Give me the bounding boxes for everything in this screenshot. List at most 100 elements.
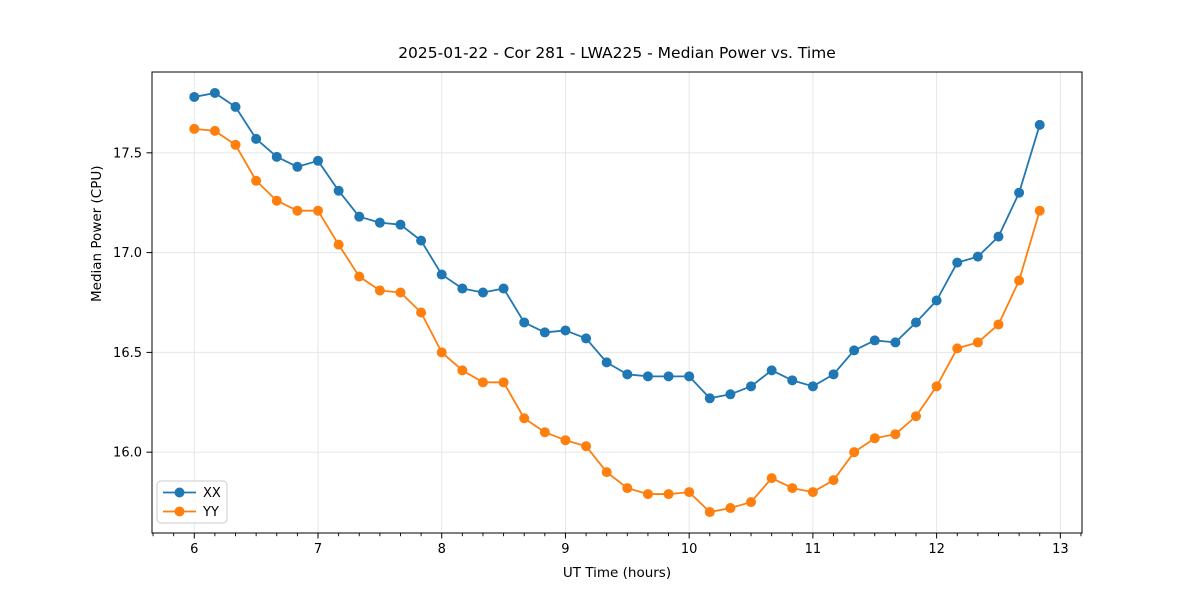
legend-sample-marker bbox=[174, 487, 185, 498]
data-point-XX bbox=[271, 151, 282, 162]
data-point-YY bbox=[271, 195, 282, 206]
legend-sample-marker bbox=[174, 506, 185, 517]
data-point-YY bbox=[993, 319, 1004, 330]
data-point-XX bbox=[581, 333, 592, 344]
x-tick-label: 7 bbox=[314, 542, 322, 557]
data-point-YY bbox=[684, 487, 695, 498]
data-point-YY bbox=[890, 429, 901, 440]
x-tick-label: 11 bbox=[805, 542, 822, 557]
data-point-XX bbox=[869, 335, 880, 346]
data-point-YY bbox=[230, 139, 241, 150]
data-point-XX bbox=[560, 325, 571, 336]
data-point-YY bbox=[457, 365, 468, 376]
data-point-XX bbox=[313, 155, 324, 166]
data-point-YY bbox=[581, 441, 592, 452]
data-point-XX bbox=[972, 251, 983, 262]
data-point-YY bbox=[642, 489, 653, 500]
data-point-YY bbox=[498, 377, 509, 388]
data-point-YY bbox=[828, 475, 839, 486]
data-point-XX bbox=[1034, 119, 1045, 130]
data-point-YY bbox=[539, 427, 550, 438]
data-point-XX bbox=[725, 389, 736, 400]
data-point-XX bbox=[601, 357, 612, 368]
data-point-YY bbox=[189, 123, 200, 134]
data-point-XX bbox=[436, 269, 447, 280]
data-point-XX bbox=[787, 375, 798, 386]
data-point-XX bbox=[354, 211, 365, 222]
x-axis-label: UT Time (hours) bbox=[562, 565, 672, 581]
data-point-YY bbox=[746, 497, 757, 508]
data-point-XX bbox=[931, 295, 942, 306]
data-point-XX bbox=[333, 185, 344, 196]
data-point-YY bbox=[519, 413, 530, 424]
data-point-YY bbox=[910, 411, 921, 422]
data-point-YY bbox=[807, 487, 818, 498]
data-point-XX bbox=[663, 371, 674, 382]
data-point-XX bbox=[189, 91, 200, 102]
y-tick-label: 17.5 bbox=[113, 146, 142, 161]
data-point-YY bbox=[952, 343, 963, 354]
data-point-XX bbox=[849, 345, 860, 356]
x-tick-label: 12 bbox=[928, 542, 945, 557]
plot-border bbox=[151, 71, 1083, 534]
data-point-XX bbox=[993, 231, 1004, 242]
data-point-YY bbox=[931, 381, 942, 392]
data-point-XX bbox=[766, 365, 777, 376]
chart-title: 2025-01-22 - Cor 281 - LWA225 - Median P… bbox=[398, 44, 836, 62]
data-point-XX bbox=[457, 283, 468, 294]
data-point-YY bbox=[209, 125, 220, 136]
data-point-YY bbox=[477, 377, 488, 388]
data-point-YY bbox=[849, 447, 860, 458]
data-point-YY bbox=[560, 435, 571, 446]
data-point-YY bbox=[292, 205, 303, 216]
data-point-XX bbox=[910, 317, 921, 328]
data-point-XX bbox=[374, 217, 385, 228]
data-point-XX bbox=[622, 369, 633, 380]
data-point-YY bbox=[601, 467, 612, 478]
data-point-XX bbox=[498, 283, 509, 294]
legend-label: YY bbox=[202, 505, 219, 520]
data-point-XX bbox=[642, 371, 653, 382]
data-point-XX bbox=[704, 393, 715, 404]
x-tick-label: 8 bbox=[438, 542, 446, 557]
data-point-XX bbox=[292, 161, 303, 172]
data-point-XX bbox=[684, 371, 695, 382]
data-point-XX bbox=[251, 133, 262, 144]
data-point-YY bbox=[436, 347, 447, 358]
data-point-YY bbox=[622, 483, 633, 494]
data-point-XX bbox=[1014, 187, 1025, 198]
data-point-YY bbox=[333, 239, 344, 250]
data-point-XX bbox=[519, 317, 530, 328]
data-point-XX bbox=[952, 257, 963, 268]
x-tick-label: 10 bbox=[681, 542, 698, 557]
data-point-YY bbox=[251, 175, 262, 186]
data-point-YY bbox=[704, 507, 715, 518]
data-point-XX bbox=[416, 235, 427, 246]
data-point-YY bbox=[766, 473, 777, 484]
data-point-YY bbox=[416, 307, 427, 318]
legend-box bbox=[156, 480, 228, 524]
data-point-XX bbox=[230, 101, 241, 112]
data-point-YY bbox=[663, 489, 674, 500]
data-point-XX bbox=[890, 337, 901, 348]
data-point-YY bbox=[869, 433, 880, 444]
data-point-XX bbox=[395, 219, 406, 230]
data-point-YY bbox=[725, 503, 736, 514]
data-point-YY bbox=[374, 285, 385, 296]
y-tick-label: 17.0 bbox=[113, 246, 142, 261]
data-point-XX bbox=[828, 369, 839, 380]
data-point-YY bbox=[395, 287, 406, 298]
x-tick-label: 9 bbox=[561, 542, 569, 557]
data-point-YY bbox=[1034, 205, 1045, 216]
data-point-YY bbox=[787, 483, 798, 494]
data-point-XX bbox=[807, 381, 818, 392]
data-point-XX bbox=[746, 381, 757, 392]
x-tick-label: 13 bbox=[1052, 542, 1069, 557]
y-tick-label: 16.5 bbox=[113, 346, 142, 361]
data-point-YY bbox=[1014, 275, 1025, 286]
data-point-XX bbox=[539, 327, 550, 338]
data-point-YY bbox=[972, 337, 983, 348]
data-point-XX bbox=[477, 287, 488, 298]
